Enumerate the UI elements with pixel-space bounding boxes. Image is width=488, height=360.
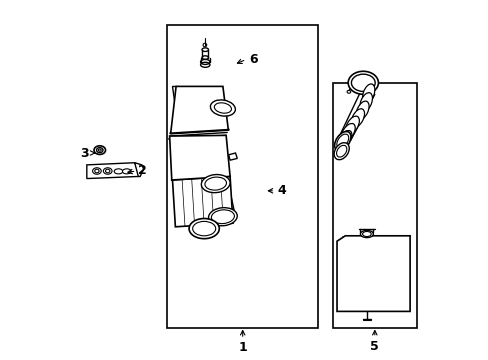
Ellipse shape [96,148,103,153]
Ellipse shape [347,71,378,94]
Text: 2: 2 [137,165,146,177]
Ellipse shape [98,149,101,151]
Ellipse shape [336,145,346,157]
Bar [167,25,318,328]
Ellipse shape [122,169,131,174]
Ellipse shape [355,101,368,120]
Ellipse shape [208,208,237,226]
Ellipse shape [189,219,219,239]
Ellipse shape [204,177,226,190]
Ellipse shape [337,131,351,148]
Text: 5: 5 [370,340,378,353]
Ellipse shape [192,221,215,236]
Ellipse shape [92,168,101,174]
Ellipse shape [94,146,105,154]
Polygon shape [134,163,143,176]
Polygon shape [336,236,409,311]
Polygon shape [228,153,237,160]
Ellipse shape [360,230,373,238]
Text: 3: 3 [80,147,88,159]
Polygon shape [87,163,140,179]
Ellipse shape [210,100,235,116]
Ellipse shape [334,131,350,151]
Bar [332,83,416,328]
Text: 4: 4 [277,184,286,197]
Ellipse shape [350,109,364,127]
Ellipse shape [105,169,110,173]
Ellipse shape [362,231,370,237]
Ellipse shape [351,74,374,91]
Ellipse shape [345,116,359,134]
Ellipse shape [201,175,229,193]
Ellipse shape [336,134,348,148]
Polygon shape [172,86,230,112]
Text: 1: 1 [238,341,246,354]
Ellipse shape [333,143,348,160]
Text: 6: 6 [249,53,257,66]
Ellipse shape [359,93,372,112]
Ellipse shape [114,169,122,174]
Ellipse shape [103,168,112,174]
Polygon shape [169,135,230,180]
Ellipse shape [214,103,231,113]
Polygon shape [172,176,232,227]
Ellipse shape [211,210,234,224]
Ellipse shape [95,169,99,173]
Ellipse shape [362,84,374,103]
Ellipse shape [341,123,354,141]
Polygon shape [170,86,228,133]
